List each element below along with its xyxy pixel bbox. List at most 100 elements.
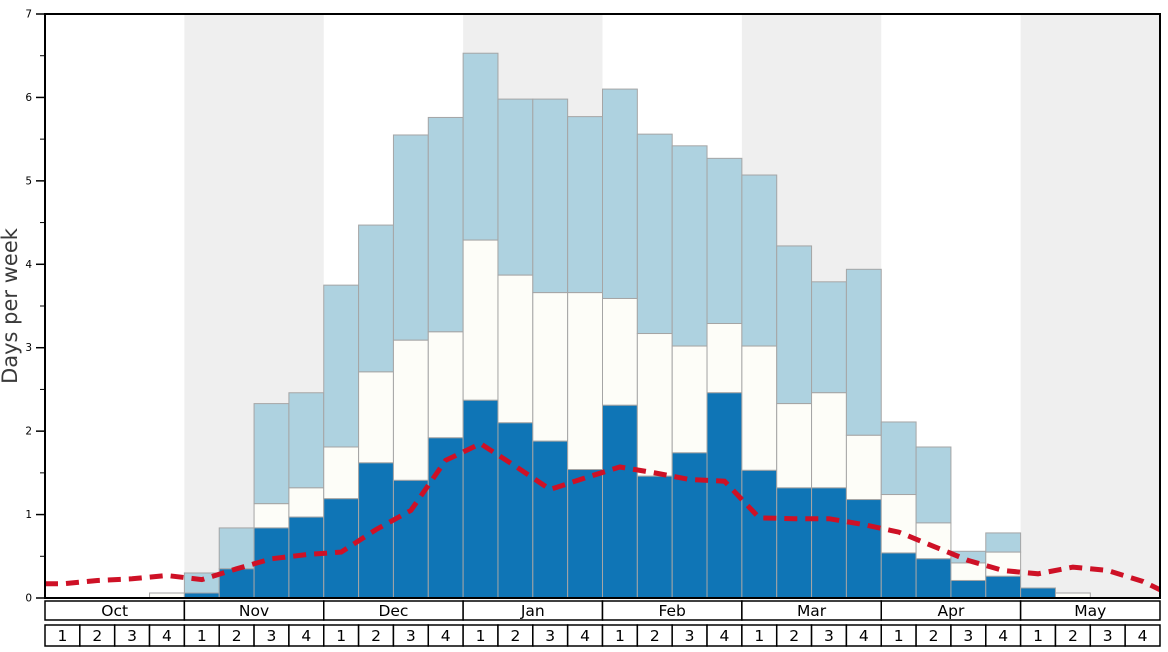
bar-segment-white bbox=[392, 339, 429, 481]
bar-segment-light-blue bbox=[392, 134, 429, 341]
bar-segment-white bbox=[323, 446, 360, 500]
week-number-label: 4 bbox=[441, 627, 451, 645]
bar-segment-light-blue bbox=[671, 145, 708, 347]
bar-segment-white bbox=[636, 333, 673, 477]
bar-segment-dark-blue bbox=[776, 487, 813, 599]
bar-segment-white bbox=[950, 562, 987, 581]
bar-segment-light-blue bbox=[776, 245, 813, 405]
month-label: May bbox=[1074, 602, 1106, 620]
week-number-label: 1 bbox=[754, 627, 764, 645]
bar-segment-white bbox=[671, 345, 708, 454]
week-number-label: 3 bbox=[685, 627, 695, 645]
bar-segment-white bbox=[532, 292, 569, 442]
bar-segment-dark-blue bbox=[602, 404, 638, 599]
bar-segment-light-blue bbox=[985, 532, 1022, 553]
bar-segment-white bbox=[915, 522, 952, 560]
month-label: Nov bbox=[239, 602, 269, 620]
week-number-label: 4 bbox=[301, 627, 311, 645]
bar-segment-dark-blue bbox=[950, 579, 987, 599]
week-number-label: 2 bbox=[92, 627, 102, 645]
y-tick-label: 1 bbox=[25, 509, 32, 521]
week-number-label: 1 bbox=[1033, 627, 1043, 645]
week-number-label: 4 bbox=[580, 627, 590, 645]
month-label: Mar bbox=[797, 602, 827, 620]
bar-segment-light-blue bbox=[497, 98, 534, 276]
month-cell bbox=[1019, 600, 1161, 621]
bar-segment-dark-blue bbox=[1020, 587, 1056, 599]
bar-segment-dark-blue bbox=[985, 575, 1022, 599]
month-shade-band bbox=[1020, 14, 1160, 598]
bar-segment-light-blue bbox=[288, 392, 325, 489]
bar-segment-dark-blue bbox=[811, 487, 847, 599]
bar-segment-light-blue bbox=[741, 174, 778, 347]
week-number-label: 3 bbox=[545, 627, 555, 645]
week-number-label: 2 bbox=[232, 627, 242, 645]
month-label: Dec bbox=[378, 602, 408, 620]
week-number-label: 3 bbox=[963, 627, 973, 645]
bar-segment-dark-blue bbox=[915, 558, 952, 599]
bar-segment-dark-blue bbox=[636, 475, 673, 599]
bar-segment-light-blue bbox=[358, 224, 394, 373]
y-tick-label: 7 bbox=[25, 9, 32, 21]
week-number-label: 1 bbox=[57, 627, 67, 645]
week-number-label: 3 bbox=[406, 627, 416, 645]
week-number-label: 4 bbox=[162, 627, 172, 645]
bar-segment-light-blue bbox=[636, 133, 673, 335]
bar-segment-white bbox=[427, 331, 464, 439]
bar-segment-light-blue bbox=[811, 281, 847, 394]
week-number-label: 4 bbox=[720, 627, 730, 645]
bar-segment-white bbox=[288, 487, 325, 518]
y-tick-label: 5 bbox=[25, 175, 32, 187]
week-number-label: 3 bbox=[1103, 627, 1113, 645]
bar-segment-dark-blue bbox=[845, 499, 882, 599]
month-label: Feb bbox=[658, 602, 685, 620]
bar-segment-light-blue bbox=[532, 98, 569, 294]
bar-segment-dark-blue bbox=[218, 568, 255, 599]
week-number-label: 1 bbox=[476, 627, 486, 645]
y-tick-label: 0 bbox=[25, 593, 32, 605]
bar-segment-light-blue bbox=[845, 268, 882, 436]
bar-segment-dark-blue bbox=[880, 552, 917, 599]
week-cell bbox=[1124, 624, 1161, 647]
bar-segment-dark-blue bbox=[392, 479, 429, 599]
y-axis-label: Days per week bbox=[0, 227, 22, 384]
bar-segment-white bbox=[253, 503, 290, 529]
bar-segment-dark-blue bbox=[671, 452, 708, 599]
bar-segment-dark-blue bbox=[532, 440, 569, 599]
bar-segment-white bbox=[567, 292, 603, 471]
week-number-label: 3 bbox=[127, 627, 137, 645]
bar-segment-dark-blue bbox=[462, 399, 499, 599]
week-number-label: 1 bbox=[197, 627, 207, 645]
week-number-label: 2 bbox=[510, 627, 520, 645]
y-tick-label: 6 bbox=[25, 92, 32, 104]
bar-segment-dark-blue bbox=[567, 469, 603, 599]
bar-segment-light-blue bbox=[462, 52, 499, 241]
bar-segment-white bbox=[602, 297, 638, 406]
week-number-label: 4 bbox=[859, 627, 869, 645]
week-number-label: 4 bbox=[1138, 627, 1148, 645]
bar-segment-light-blue bbox=[253, 403, 290, 505]
bar-segment-light-blue bbox=[218, 527, 255, 570]
week-number-label: 2 bbox=[1068, 627, 1078, 645]
bar-segment-dark-blue bbox=[741, 469, 778, 599]
bar-segment-white bbox=[741, 345, 778, 471]
week-number-label: 2 bbox=[789, 627, 799, 645]
bar-segment-dark-blue bbox=[323, 498, 360, 599]
bar-segment-light-blue bbox=[323, 284, 360, 448]
week-number-label: 4 bbox=[998, 627, 1008, 645]
bar-segment-dark-blue bbox=[427, 437, 464, 599]
bar-segment-white bbox=[706, 323, 743, 394]
week-number-label: 1 bbox=[894, 627, 904, 645]
bar-segment-white bbox=[462, 239, 499, 401]
bar-segment-white bbox=[776, 403, 813, 489]
bar-segment-white bbox=[845, 434, 882, 501]
week-number-label: 2 bbox=[650, 627, 660, 645]
bar-segment-light-blue bbox=[602, 88, 638, 299]
bar-segment-white bbox=[358, 371, 394, 464]
bar-segment-light-blue bbox=[427, 116, 464, 333]
week-number-label: 3 bbox=[267, 627, 277, 645]
bar-segment-white bbox=[497, 274, 534, 424]
week-number-label: 3 bbox=[824, 627, 834, 645]
